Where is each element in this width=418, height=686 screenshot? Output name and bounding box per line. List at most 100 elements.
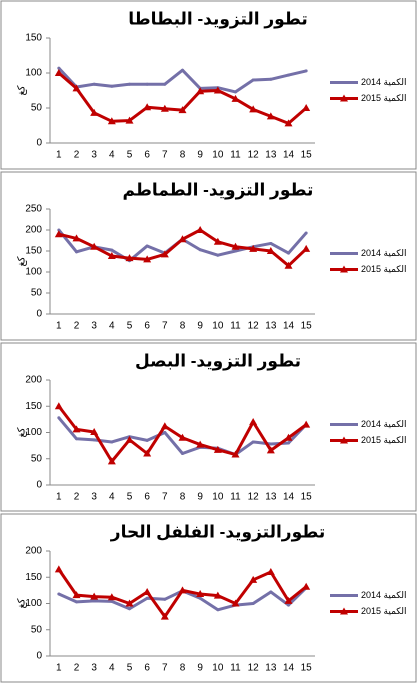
x-tick-label: 10: [212, 492, 224, 503]
x-tick-label: 2: [74, 492, 80, 503]
data-point: [231, 599, 240, 607]
x-tick-label: 9: [197, 663, 203, 674]
x-tick-label: 7: [162, 663, 168, 674]
y-tick-label: 100: [25, 427, 42, 438]
x-tick-label: 13: [265, 663, 277, 674]
data-point: [266, 568, 275, 575]
data-point: [287, 603, 290, 607]
data-point: [284, 433, 293, 441]
data-point: [251, 78, 255, 82]
data-point: [143, 103, 152, 111]
y-tick-label: 0: [36, 480, 42, 491]
data-point: [160, 104, 169, 112]
data-point: [107, 252, 116, 260]
y-tick-label: 50: [31, 288, 43, 299]
y-tick-label: 200: [25, 375, 42, 386]
legend-label: 2014 الكمية: [361, 419, 407, 429]
chart-panel: تطورالتزويد- الفلفل الحار كغ 0 50 100 150 200 1…: [0, 513, 417, 683]
data-point: [196, 590, 205, 598]
x-tick-label: 6: [144, 150, 150, 161]
data-point: [302, 104, 311, 111]
data-point: [284, 119, 293, 127]
data-point: [302, 582, 311, 590]
data-point: [143, 255, 152, 263]
panel-border: [0, 513, 417, 683]
x-tick-label: 8: [180, 663, 186, 674]
legend-marker: [340, 265, 348, 273]
data-point: [287, 441, 290, 445]
data-point: [125, 435, 134, 443]
x-tick-label: 7: [162, 492, 168, 503]
data-point: [302, 244, 311, 252]
data-point: [75, 600, 78, 604]
data-point: [160, 422, 169, 430]
y-tick-label: 0: [36, 651, 42, 662]
x-tick-label: 2: [74, 663, 80, 674]
data-point: [269, 77, 273, 81]
y-tick-label: 250: [25, 204, 42, 215]
data-point: [196, 226, 205, 233]
x-tick-label: 1: [56, 663, 62, 674]
data-point: [110, 84, 114, 88]
legend-marker: [340, 94, 348, 102]
x-tick-label: 5: [127, 150, 133, 161]
legend-label: 2014 الكمية: [361, 248, 407, 258]
data-point: [110, 440, 114, 444]
x-tick-label: 15: [301, 663, 313, 674]
x-tick-label: 4: [109, 492, 115, 503]
legend-label: 2015 الكمية: [361, 435, 407, 445]
x-tick-label: 3: [91, 663, 97, 674]
data-point: [57, 66, 61, 70]
data-point: [178, 433, 187, 441]
y-axis-label: كغ: [17, 598, 28, 608]
y-tick-label: 50: [31, 103, 43, 114]
data-point: [216, 608, 220, 612]
y-axis-label: كغ: [17, 427, 28, 437]
y-tick-label: 50: [31, 624, 43, 635]
x-tick-label: 4: [109, 150, 115, 161]
data-point: [54, 565, 63, 573]
chart-title: تطور التزويد- البطاطا: [128, 9, 307, 29]
data-point: [181, 452, 184, 455]
x-tick-label: 13: [265, 492, 277, 503]
y-tick-label: 150: [25, 33, 42, 44]
data-point: [107, 457, 116, 465]
y-tick-label: 150: [25, 572, 42, 583]
data-point: [145, 596, 149, 600]
data-point: [160, 612, 169, 620]
data-point: [266, 112, 275, 120]
x-tick-label: 1: [56, 150, 62, 161]
data-point: [128, 607, 131, 611]
legend-label: 2014 الكمية: [361, 77, 407, 87]
legend-label: 2015 الكمية: [361, 264, 407, 274]
data-point: [304, 69, 308, 73]
data-point: [128, 82, 131, 86]
x-tick-label: 9: [197, 150, 203, 161]
data-point: [234, 90, 237, 94]
data-point: [90, 592, 99, 600]
data-point: [231, 94, 240, 102]
data-point: [145, 244, 149, 248]
data-point: [266, 446, 275, 454]
data-point: [249, 244, 258, 252]
data-point: [125, 599, 134, 607]
data-point: [269, 442, 273, 446]
x-tick-label: 13: [265, 150, 277, 161]
data-point: [143, 587, 152, 595]
x-tick-label: 3: [91, 321, 97, 332]
data-point: [231, 242, 240, 250]
data-point: [198, 248, 202, 252]
data-point: [213, 445, 222, 453]
x-tick-label: 6: [144, 321, 150, 332]
data-point: [90, 242, 99, 250]
data-point: [249, 105, 258, 113]
x-tick-label: 10: [212, 321, 224, 332]
x-tick-label: 7: [162, 150, 168, 161]
data-point: [57, 416, 61, 420]
data-point: [90, 108, 99, 116]
data-point: [216, 253, 220, 257]
